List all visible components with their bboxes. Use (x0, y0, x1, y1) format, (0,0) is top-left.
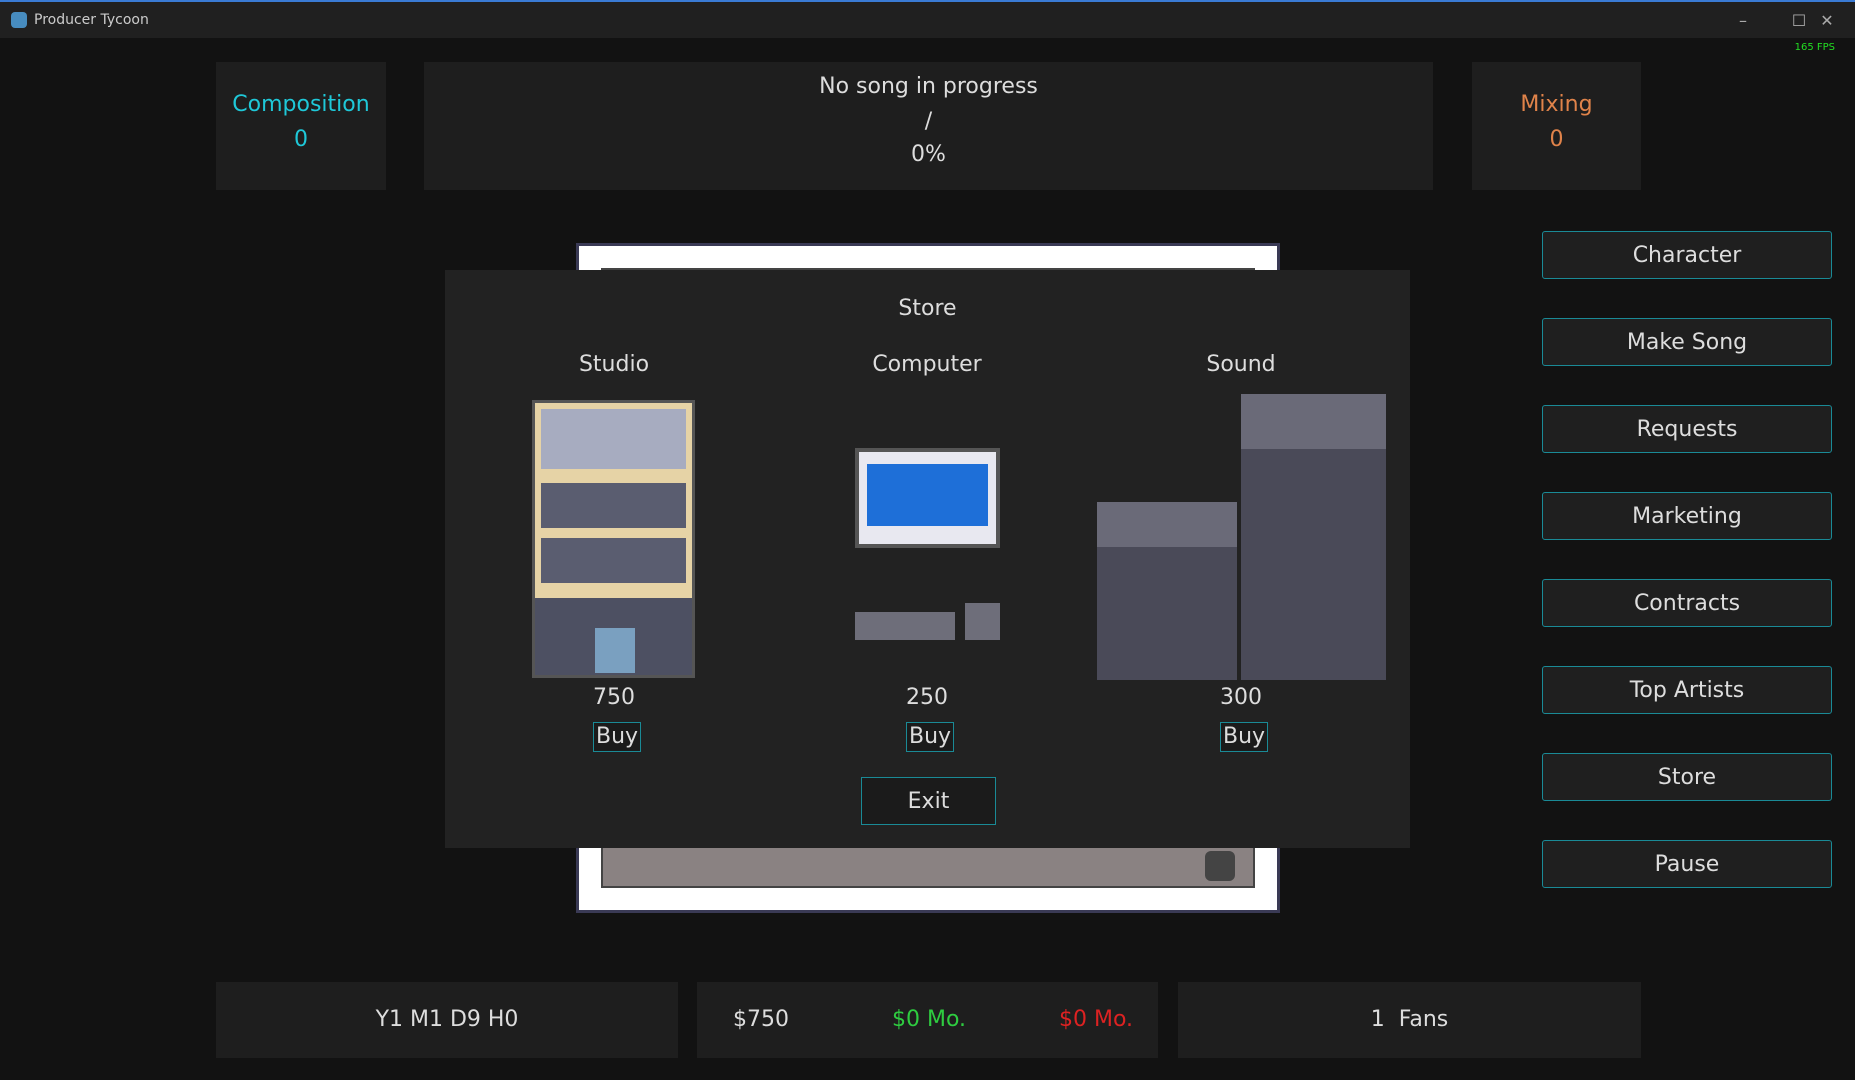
studio-building-icon (532, 400, 695, 678)
exit-store-button[interactable]: Exit (861, 777, 996, 825)
song-status: No song in progress (819, 74, 1038, 99)
monthly-expenses: $0 Mo. (1059, 1007, 1134, 1032)
studio-price: 750 (593, 685, 635, 710)
title-bar: Producer Tycoon – ☐ ✕ (0, 0, 1855, 38)
sound-price: 300 (1220, 685, 1262, 710)
progress-percent: 0% (911, 142, 946, 167)
speaker-tall-icon (1241, 394, 1386, 680)
marketing-button[interactable]: Marketing (1542, 492, 1832, 540)
store-dialog: Store Studio 750 Buy Computer 250 Buy So… (445, 270, 1410, 848)
buy-computer-button[interactable]: Buy (906, 722, 955, 752)
studio-label: Studio (578, 352, 650, 377)
store-title: Store (898, 296, 957, 321)
top-artists-button[interactable]: Top Artists (1542, 666, 1832, 714)
maximize-button[interactable]: ☐ (1791, 11, 1807, 30)
fps-counter: 165 FPS (1794, 42, 1835, 53)
mixing-panel: Mixing 0 (1472, 62, 1641, 190)
monthly-income: $0 Mo. (892, 1007, 967, 1032)
composition-label: Composition (232, 92, 370, 117)
mouse-icon (965, 603, 1000, 640)
song-progress-panel: No song in progress / 0% (424, 62, 1433, 190)
computer-price: 250 (906, 685, 948, 710)
date-panel: Y1 M1 D9 H0 (216, 982, 678, 1058)
composition-value: 0 (294, 127, 308, 152)
composition-panel: Composition 0 (216, 62, 386, 190)
fans-panel: 1 Fans (1178, 982, 1641, 1058)
character-button[interactable]: Character (1542, 231, 1832, 279)
money-balance: $750 (733, 1007, 789, 1032)
buy-sound-button[interactable]: Buy (1220, 722, 1269, 752)
minimize-button[interactable]: – (1739, 11, 1747, 30)
computer-monitor-icon (855, 448, 1000, 548)
sound-label: Sound (1206, 352, 1276, 377)
buy-studio-button[interactable]: Buy (593, 722, 642, 752)
window-title: Producer Tycoon (34, 12, 149, 28)
contracts-button[interactable]: Contracts (1542, 579, 1832, 627)
close-button[interactable]: ✕ (1820, 11, 1834, 30)
computer-label: Computer (872, 352, 982, 377)
player-character-icon (1205, 851, 1235, 881)
mixing-value: 0 (1549, 127, 1564, 152)
finance-panel: $750 $0 Mo. $0 Mo. (697, 982, 1158, 1058)
mixing-label: Mixing (1520, 92, 1593, 117)
speaker-small-icon (1097, 502, 1237, 680)
store-button[interactable]: Store (1542, 753, 1832, 801)
computer-stand-icon (892, 548, 962, 574)
keyboard-icon (855, 612, 955, 640)
requests-button[interactable]: Requests (1542, 405, 1832, 453)
make-song-button[interactable]: Make Song (1542, 318, 1832, 366)
progress-separator: / (924, 109, 933, 134)
pause-button[interactable]: Pause (1542, 840, 1832, 888)
app-logo-icon (11, 12, 27, 28)
